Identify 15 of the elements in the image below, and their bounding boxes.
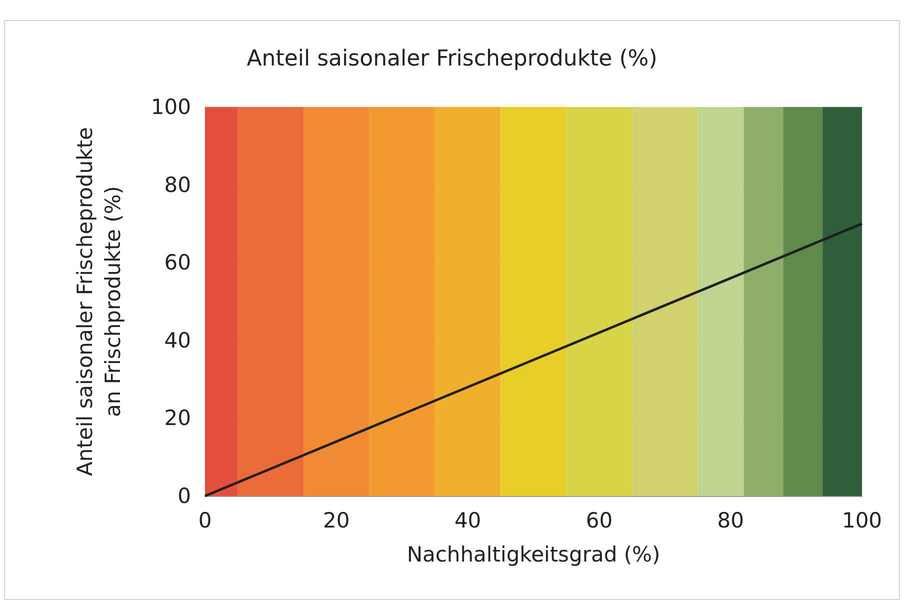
y-tick-label: 0 [178, 484, 191, 508]
x-tick-label: 60 [586, 508, 613, 532]
y-tick-label: 80 [164, 172, 191, 197]
x-axis-title: Nachhaltigkeitsgrad (%) [406, 542, 660, 566]
x-tick-label: 20 [323, 508, 350, 532]
y-tick-label: 60 [164, 250, 191, 275]
x-tick-label: 80 [717, 508, 744, 532]
x-tick-label: 0 [198, 508, 212, 532]
y-tick-label: 100 [150, 95, 191, 119]
y-tick-label: 40 [164, 328, 191, 352]
x-tick-label: 40 [454, 508, 482, 532]
x-tick-label: 100 [842, 508, 882, 532]
chart-title: Anteil saisonaler Frischeprodukte (%) [246, 46, 658, 72]
y-tick-label: 20 [164, 406, 191, 430]
y-axis-title: Anteil saisonaler Frischeprodukte an Frischprodukte (%) [73, 127, 125, 476]
